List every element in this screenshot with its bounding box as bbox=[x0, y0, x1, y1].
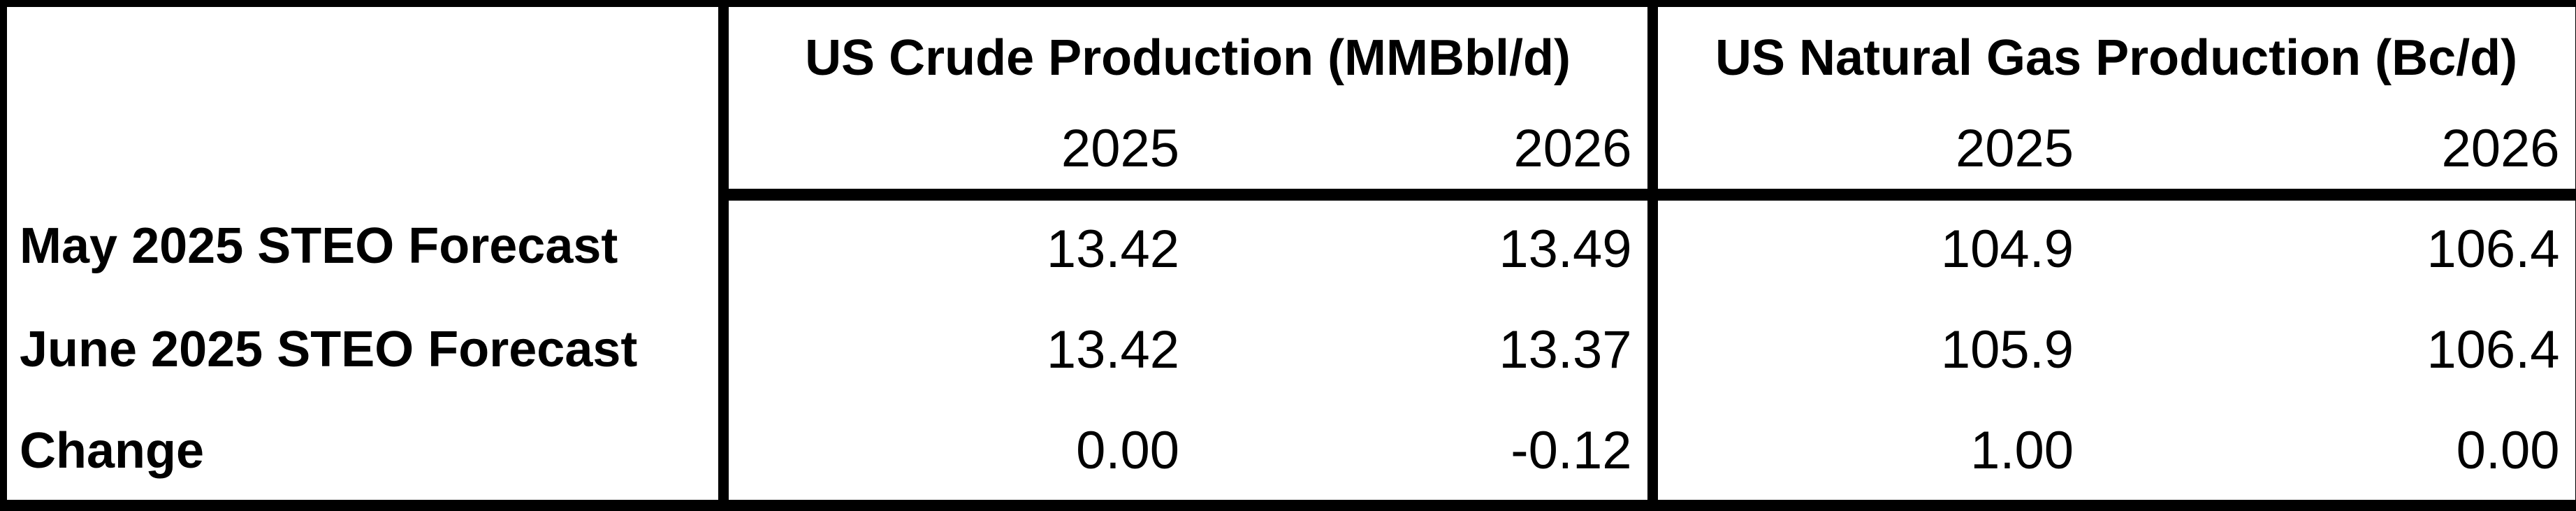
row-label-june-2025-steo-forecast: June 2025 STEO Forecast bbox=[20, 322, 638, 378]
cell-may-crude-2026: 13.49 bbox=[1499, 219, 1632, 279]
cell-may-gas-2026: 106.4 bbox=[2426, 219, 2560, 279]
cell-june-gas-2025: 105.9 bbox=[1647, 298, 2090, 402]
row-label-may-2025-steo-forecast: May 2025 STEO Forecast bbox=[20, 218, 618, 275]
cell-may-gas-2025: 104.9 bbox=[1647, 194, 2090, 298]
cell-june-crude-2025: 13.42 bbox=[718, 298, 1195, 402]
crude-year-2025-header: 2025 bbox=[718, 108, 1195, 201]
crude-section-title: US Crude Production (MMBbl/d) bbox=[718, 3, 1653, 108]
table-row-june-forecast: June 2025 STEO Forecast 13.42 13.37 105.… bbox=[3, 298, 2576, 402]
cell-change-gas-2025: 1.00 bbox=[1647, 401, 2090, 505]
corner-cell bbox=[3, 3, 723, 194]
cell-change-crude-2026: -0.12 bbox=[1511, 421, 1632, 481]
gas-year-2026-header: 2026 bbox=[2089, 108, 2576, 201]
section-title-row: US Crude Production (MMBbl/d) US Natural… bbox=[3, 3, 2576, 108]
gas-section-title: US Natural Gas Production (Bc/d) bbox=[1647, 3, 2576, 108]
cell-change-gas-2026: 0.00 bbox=[2456, 421, 2560, 481]
crude-year-2026-header: 2026 bbox=[1195, 108, 1653, 201]
cell-may-crude-2025: 13.42 bbox=[718, 194, 1195, 298]
table-row-may-forecast: May 2025 STEO Forecast 13.42 13.49 104.9… bbox=[3, 194, 2576, 298]
year-header-row: 2025 2026 2025 2026 bbox=[3, 108, 2576, 201]
cell-june-gas-2026: 106.4 bbox=[2426, 319, 2560, 380]
cell-change-crude-2025: 0.00 bbox=[718, 401, 1195, 505]
gas-year-2025-header: 2025 bbox=[1647, 108, 2090, 201]
row-label-change: Change bbox=[20, 422, 205, 479]
cell-june-crude-2026: 13.37 bbox=[1499, 319, 1632, 380]
table-row-change: Change 0.00 -0.12 1.00 0.00 bbox=[3, 401, 2576, 505]
